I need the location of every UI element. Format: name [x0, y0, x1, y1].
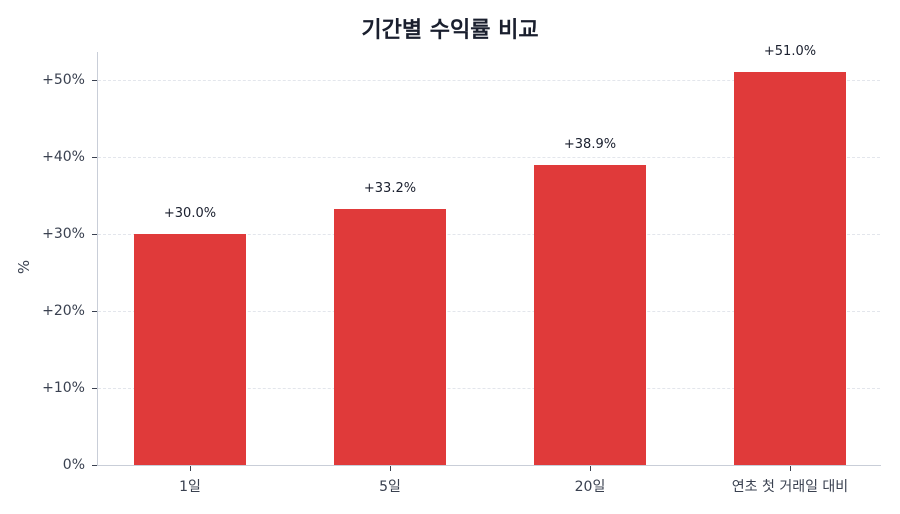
y-axis-label: %: [15, 259, 33, 275]
y-tick-label: +20%: [42, 303, 85, 319]
y-tick: [92, 465, 97, 466]
bar-value-label: +30.0%: [163, 206, 217, 221]
x-tick-label: 1일: [179, 479, 201, 495]
gridline: [98, 234, 880, 235]
bar: [134, 234, 246, 465]
y-tick-label: +30%: [42, 226, 85, 242]
y-tick-label: 0%: [62, 457, 85, 473]
bar-value-label: +38.9%: [563, 137, 617, 153]
y-tick: [92, 311, 97, 312]
gridline: [98, 80, 880, 81]
gridline: [98, 388, 880, 389]
y-tick: [92, 234, 97, 235]
bar: [734, 72, 846, 465]
y-tick-label: +50%: [42, 72, 85, 88]
y-tick: [92, 388, 97, 389]
bar: [334, 209, 446, 465]
bar: [534, 165, 646, 465]
x-tick: [790, 466, 791, 471]
x-tick: [390, 466, 391, 471]
bar-value-label: +51.0%: [763, 44, 817, 60]
x-tick-label: 20일: [574, 479, 606, 495]
x-tick: [590, 466, 591, 471]
y-tick-label: +40%: [42, 149, 85, 165]
y-tick: [92, 157, 97, 158]
y-tick-label: +10%: [42, 380, 85, 396]
x-tick-label: 연초 첫 거래일 대비: [731, 479, 849, 495]
bar-value-label: +33.2%: [363, 181, 417, 197]
x-axis-line: [97, 465, 881, 466]
y-axis-line: [97, 52, 98, 466]
chart-title: 기간별 수익률 비교: [361, 18, 539, 43]
y-tick: [92, 80, 97, 81]
gridline: [98, 157, 880, 158]
gridline: [98, 311, 880, 312]
x-tick-label: 5일: [379, 479, 401, 495]
x-tick: [190, 466, 191, 471]
